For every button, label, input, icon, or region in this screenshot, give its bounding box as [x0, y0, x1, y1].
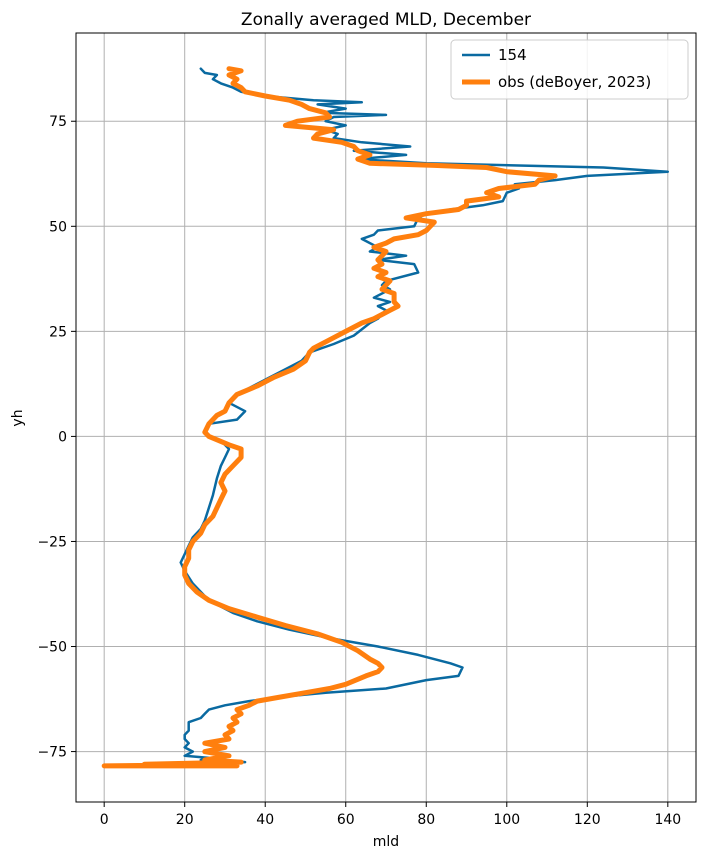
legend: 154 obs (deBoyer, 2023)	[450, 39, 689, 100]
x-axis-label: mld	[373, 834, 399, 850]
y-tick-label: 0	[58, 429, 67, 445]
y-tick-label: −75	[37, 745, 67, 761]
legend-label-154: 154	[498, 46, 527, 64]
x-tick-label: 60	[337, 812, 355, 828]
x-tick-label: 20	[176, 812, 194, 828]
x-tick-label: 40	[256, 812, 274, 828]
y-axis-label: yh	[10, 409, 26, 426]
ticks: 0 20 40 60 80 100 120 140 −75 −50 −25 0 25 50 75	[37, 114, 681, 828]
y-tick-label: −50	[37, 640, 67, 656]
series-layer	[101, 66, 670, 769]
y-tick-label: 75	[49, 114, 67, 130]
y-tick-label: 50	[49, 219, 67, 235]
x-tick-label: 120	[574, 812, 601, 828]
x-tick-label: 140	[654, 812, 681, 828]
y-tick-label: 25	[49, 324, 67, 340]
chart-title: Zonally averaged MLD, December	[241, 10, 531, 30]
series-line-obs	[101, 66, 558, 769]
legend-box	[450, 39, 689, 100]
x-tick-label: 80	[417, 812, 435, 828]
x-tick-label: 0	[100, 812, 109, 828]
x-tick-label: 100	[493, 812, 520, 828]
grid	[76, 33, 696, 802]
y-tick-label: −25	[37, 534, 67, 550]
axes-frame	[75, 32, 697, 803]
legend-label-obs: obs (deBoyer, 2023)	[498, 73, 651, 91]
